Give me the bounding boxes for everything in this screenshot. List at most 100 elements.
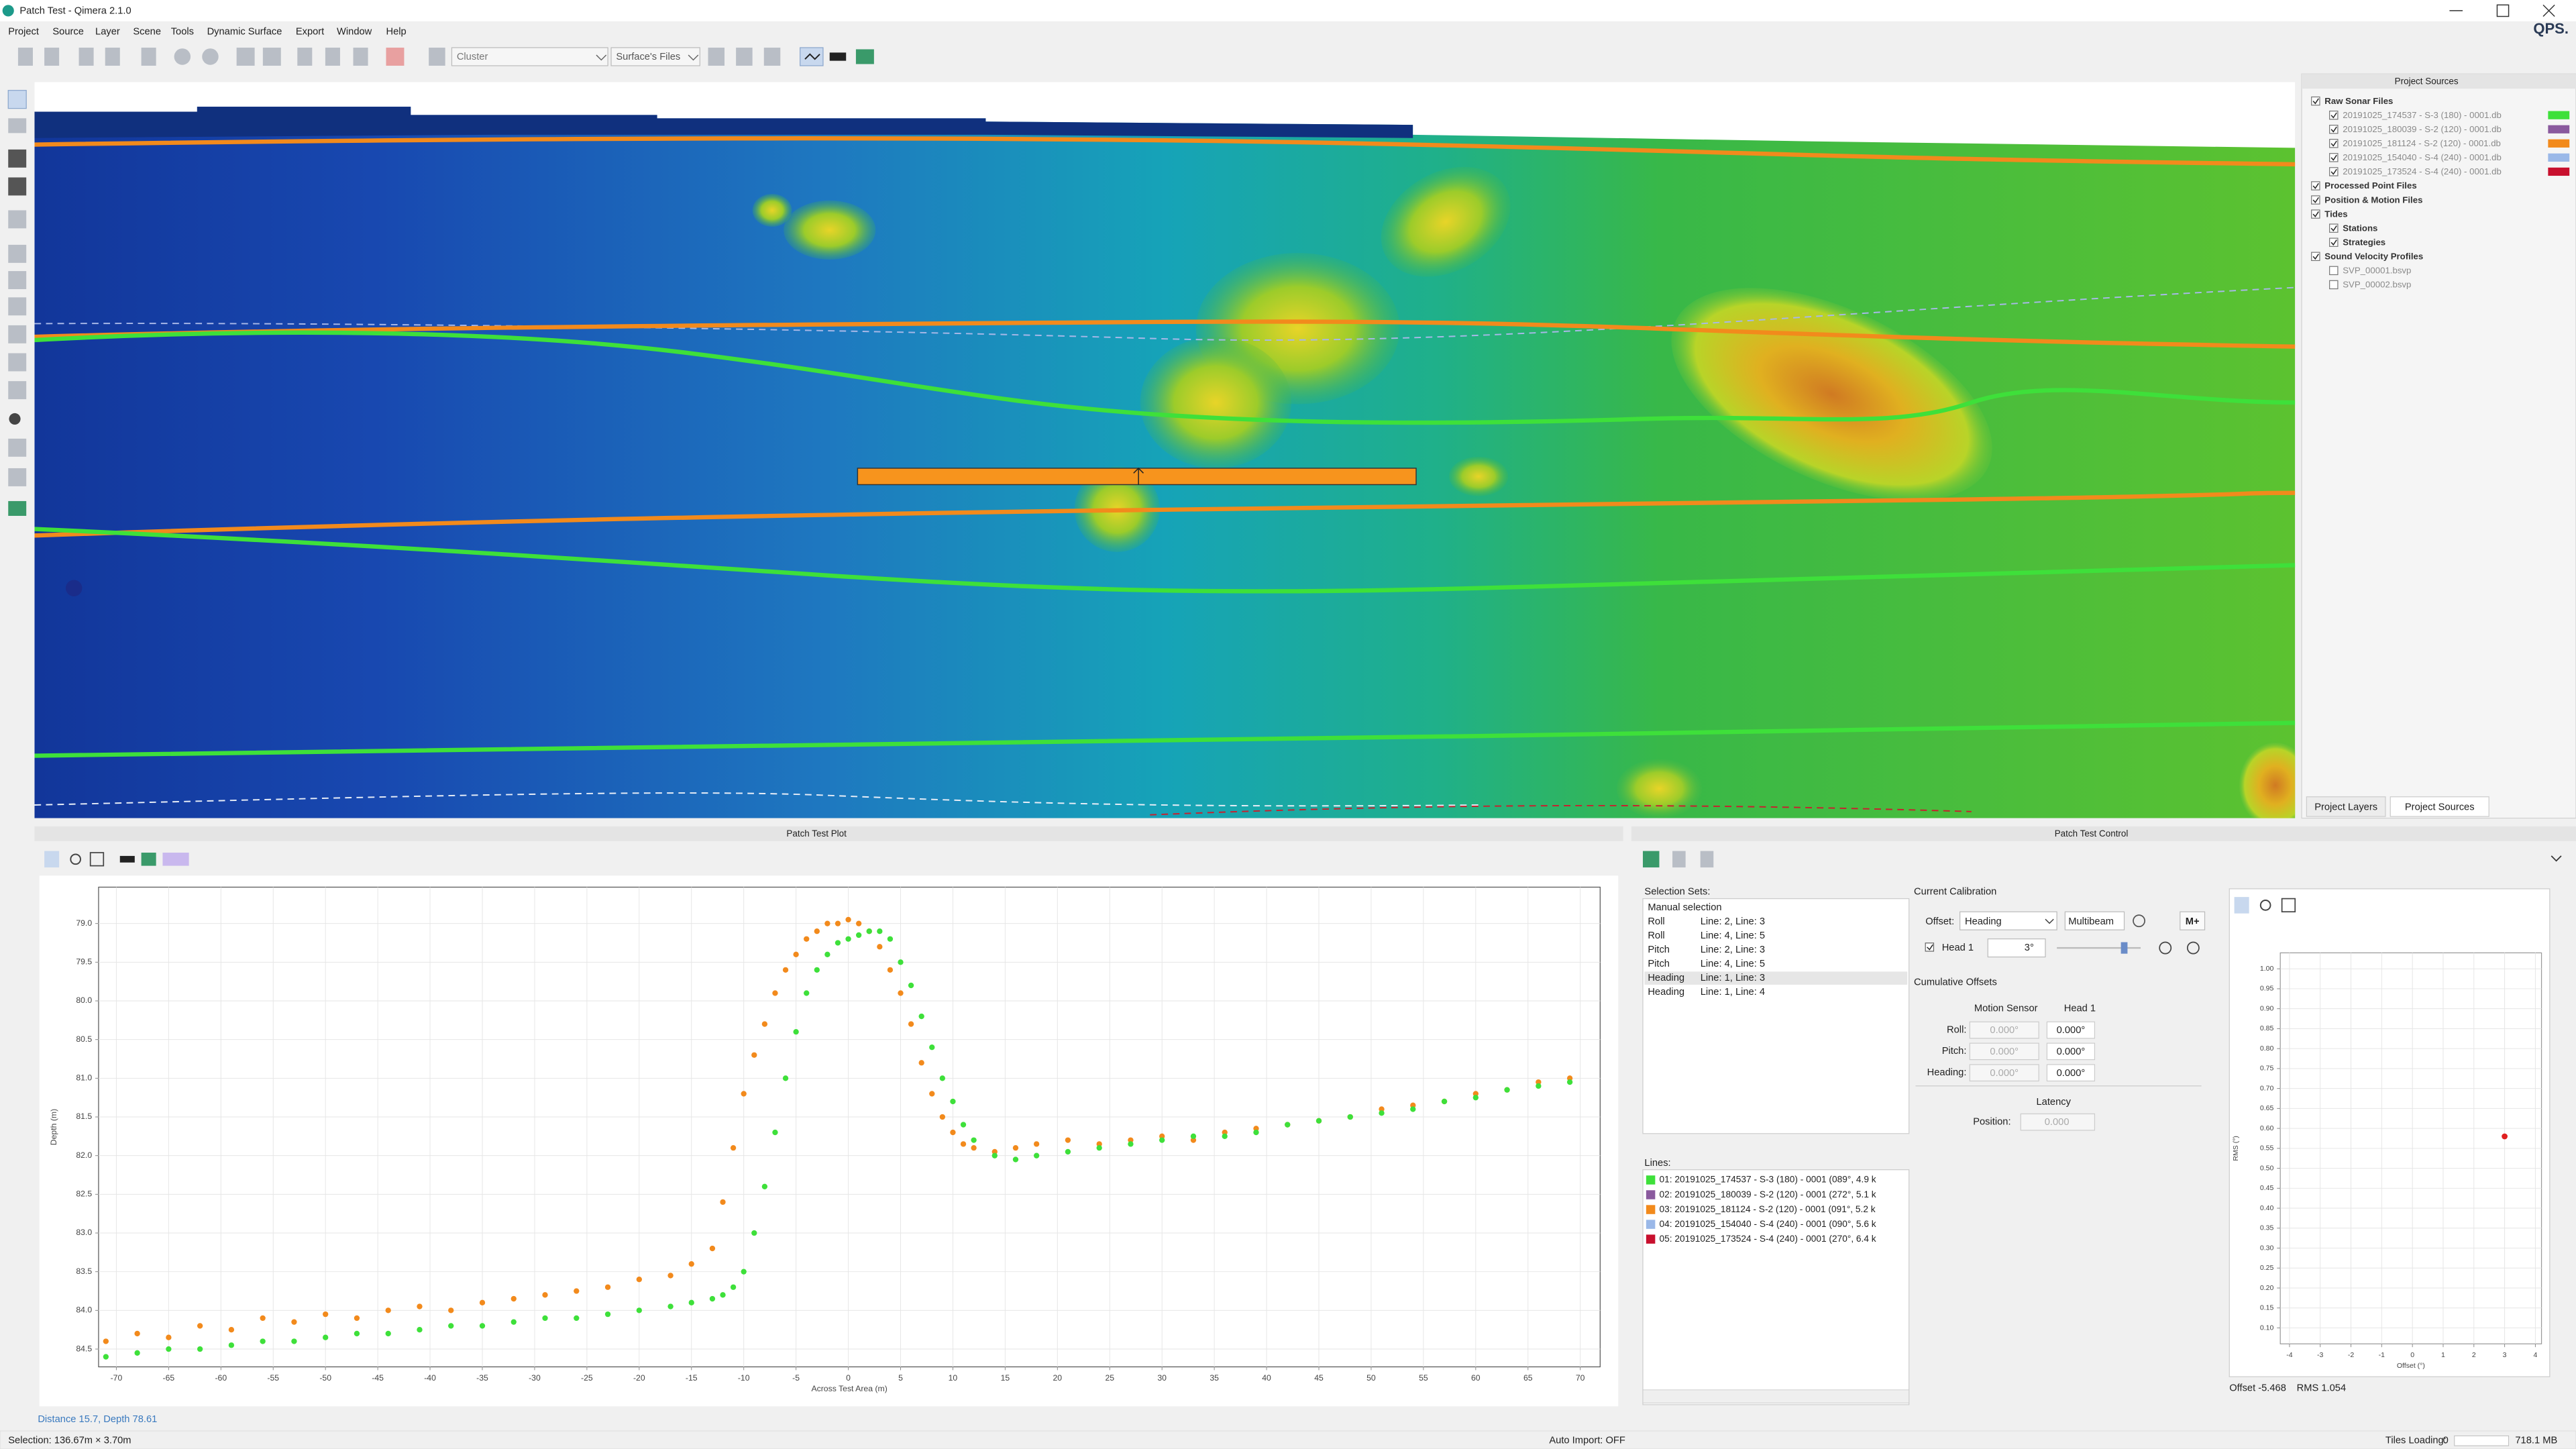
menu-item[interactable]: Window [337,27,372,38]
tool-icon[interactable] [8,271,27,290]
tree-checkbox[interactable] [2311,209,2320,219]
tool-icon[interactable] [8,325,27,343]
tool-icon[interactable] [1672,851,1686,868]
scrollbar[interactable] [1642,1389,1910,1403]
tool-icon[interactable] [8,118,27,133]
set-type[interactable]: Pitch [1648,959,1670,969]
offset-field[interactable] [2046,1064,2096,1082]
tool-icon[interactable] [141,853,156,866]
refresh-button[interactable] [2133,914,2145,928]
tool-icon[interactable] [202,48,219,65]
menu-item[interactable]: Tools [171,27,194,38]
tool-icon[interactable] [236,48,255,66]
offset-field[interactable] [2046,1042,2096,1061]
tool-icon[interactable] [353,48,368,66]
tree-item[interactable]: SVP_00002.bsvp [2343,280,2411,290]
set-lines[interactable]: Line: 2, Line: 3 [1701,916,1765,927]
tool-icon[interactable] [105,48,120,66]
tree-item[interactable]: Position & Motion Files [2324,195,2422,205]
tree-item[interactable]: 20191025_154040 - S-4 (240) - 0001.db [2343,152,2502,162]
set-type[interactable]: Heading [1648,973,1684,983]
tool-icon[interactable] [17,48,33,66]
zoom-icon[interactable] [70,853,81,865]
home-icon[interactable] [89,852,105,867]
tool-icon[interactable] [9,413,21,425]
tree-item[interactable]: 20191025_180039 - S-2 (120) - 0001.db [2343,124,2502,134]
tree-item[interactable]: Processed Point Files [2324,180,2416,191]
tree-checkbox[interactable] [2311,252,2320,262]
set-type[interactable]: Pitch [1648,945,1670,955]
tool-icon[interactable] [763,48,781,66]
tree-checkbox[interactable] [2329,266,2339,276]
tool-icon[interactable] [297,48,313,66]
tree-checkbox[interactable] [2311,195,2320,205]
tool-icon[interactable] [8,244,27,263]
tool-icon[interactable] [44,851,60,868]
tool-icon[interactable] [78,48,94,66]
set-lines[interactable]: Line: 2, Line: 3 [1701,945,1765,955]
tool-icon[interactable] [8,353,27,372]
tool-icon[interactable] [8,381,27,400]
slider-handle[interactable] [2121,942,2128,954]
color-icon[interactable] [162,853,189,866]
tree-checkbox[interactable] [2311,181,2320,191]
set-lines[interactable]: Line: 1, Line: 4 [1701,987,1765,998]
lines-list[interactable] [1642,1169,1910,1405]
tool-icon[interactable] [8,149,27,168]
line-item[interactable]: 01: 20191025_174537 - S-3 (180) - 0001 (… [1659,1175,1876,1185]
line-item[interactable]: 05: 20191025_173524 - S-4 (240) - 0001 (… [1659,1234,1876,1244]
menu-item[interactable]: Project [8,27,39,38]
tool-icon[interactable] [2159,941,2172,955]
tree-checkbox[interactable] [2311,96,2320,106]
set-type[interactable]: Roll [1648,916,1664,927]
tool-icon[interactable] [2234,897,2249,914]
tree-checkbox[interactable] [2329,237,2339,247]
tree-item[interactable]: Sound Velocity Profiles [2324,252,2423,262]
position-field[interactable] [2020,1113,2096,1131]
set-type[interactable]: Heading [1648,987,1684,998]
tool-icon[interactable] [829,52,847,61]
panel-menu[interactable] [2551,855,2562,862]
offset-field[interactable] [1969,1021,2039,1039]
selection-set[interactable]: Manual selection [1648,902,1721,913]
selection-handle[interactable] [1133,467,1144,485]
tool-icon[interactable] [325,48,340,66]
tool-icon[interactable] [262,48,281,66]
tool-icon[interactable] [1700,851,1714,868]
tree-item[interactable]: Strategies [2343,237,2385,247]
tree-checkbox[interactable] [2329,124,2339,134]
tool-icon[interactable] [8,210,27,229]
tab[interactable] [2306,796,2386,817]
tool-icon[interactable] [708,48,724,66]
tree-checkbox[interactable] [2329,167,2339,176]
selection-box[interactable] [857,468,1417,486]
tree-item[interactable]: Raw Sonar Files [2324,96,2393,106]
set-type[interactable]: Roll [1648,930,1664,941]
offset-field[interactable] [1969,1064,2039,1082]
line-item[interactable]: 02: 20191025_180039 - S-2 (120) - 0001 (… [1659,1189,1876,1199]
menu-item[interactable]: Export [296,27,324,38]
menu-item[interactable]: Scene [133,27,161,38]
tree-item[interactable]: Stations [2343,223,2377,233]
home-icon[interactable] [2281,898,2296,913]
tool-icon[interactable] [386,48,405,66]
tool-icon[interactable] [1642,851,1660,868]
head-spinbox[interactable] [1987,938,2046,958]
offset-field[interactable] [2046,1021,2096,1039]
tree-item[interactable]: 20191025_174537 - S-3 (180) - 0001.db [2343,110,2502,120]
tool-icon[interactable] [8,297,27,316]
tool-icon[interactable] [141,48,156,66]
tool-icon[interactable] [7,90,27,109]
tool-icon[interactable] [8,177,27,196]
line-item[interactable]: 03: 20191025_181124 - S-2 (120) - 0001 (… [1659,1204,1875,1214]
tool-icon[interactable] [736,48,753,66]
set-lines[interactable]: Line: 4, Line: 5 [1701,959,1765,969]
tool-icon[interactable] [855,49,874,64]
tree-item[interactable]: Tides [2324,209,2347,219]
tree-checkbox[interactable] [2329,139,2339,148]
tool-icon[interactable] [8,468,27,486]
set-lines[interactable]: Line: 4, Line: 5 [1701,930,1765,941]
filter-icon[interactable] [429,48,445,66]
offset-field[interactable] [1969,1042,2039,1061]
menu-item[interactable]: Layer [95,27,120,38]
